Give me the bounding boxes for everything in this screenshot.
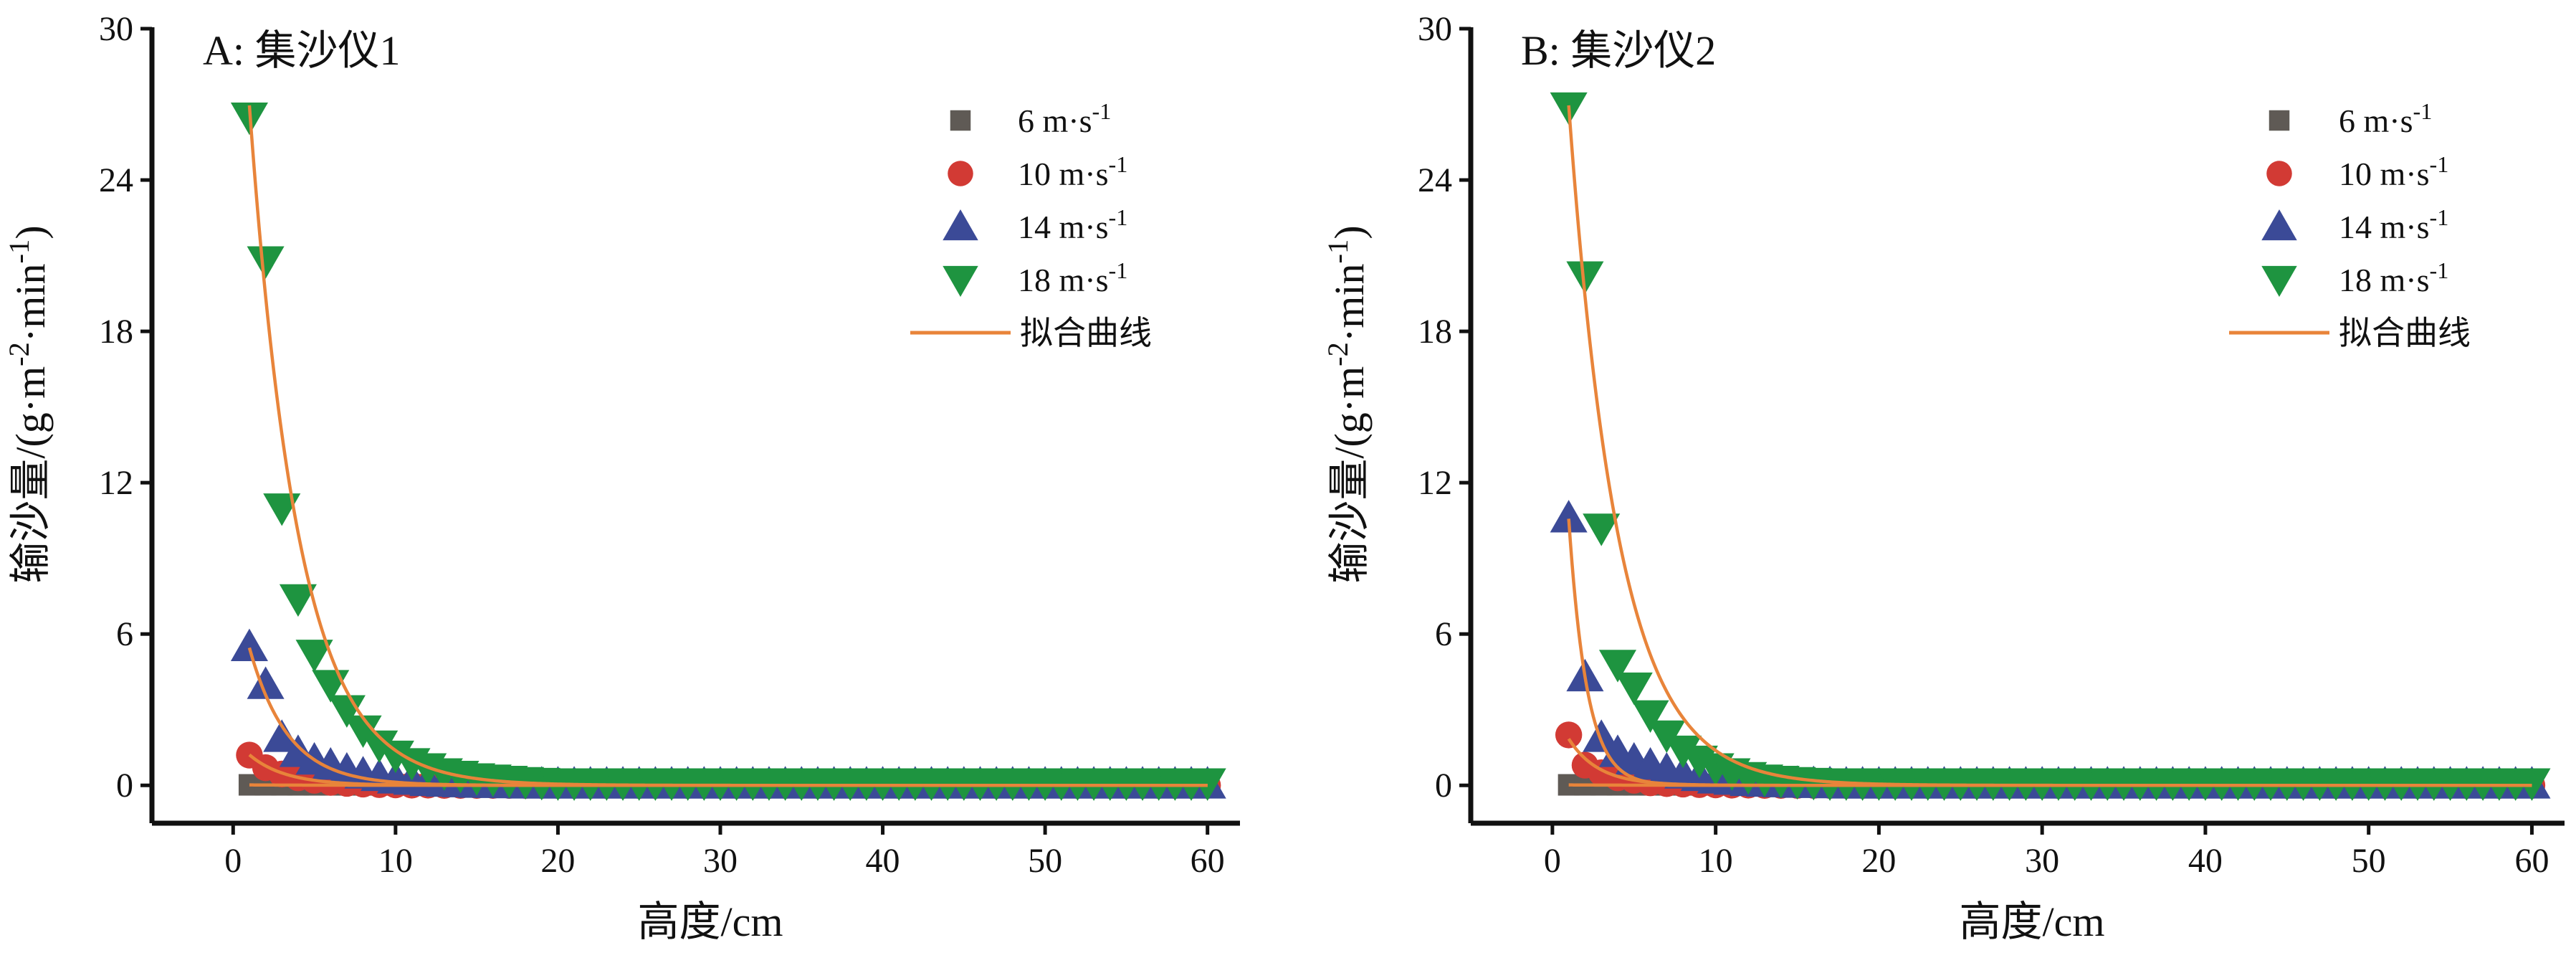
data-point: [247, 246, 285, 279]
y-tick-label: 18: [1418, 313, 1452, 351]
x-tick-label: 0: [224, 842, 242, 880]
x-tick-label: 10: [378, 842, 413, 880]
y-tick-label: 30: [1418, 10, 1452, 48]
data-point: [279, 584, 317, 617]
y-axis-label: 输沙量/(g·m-2·min-1): [3, 225, 54, 583]
legend: 6 m·s-1 10 m·s-1 14 m·s-1 18 m·s-1 拟合曲线: [2229, 98, 2471, 351]
legend-label: 18 m·s-1: [1018, 257, 1127, 298]
data-point: [1555, 721, 1583, 749]
x-tick-label: 40: [2188, 842, 2223, 880]
legend-marker: [2266, 161, 2292, 186]
fit-curve: [247, 105, 1208, 787]
x-axis-label: 高度/cm: [1960, 898, 2105, 945]
legend-label: 10 m·s-1: [1018, 151, 1127, 192]
y-tick-label: 24: [1418, 161, 1452, 199]
y-axis-label: 输沙量/(g·m-2·min-1): [1322, 225, 1373, 583]
data-point: [1598, 650, 1637, 683]
x-tick-label: 30: [703, 842, 738, 880]
data-point: [1566, 261, 1604, 294]
x-tick-label: 40: [866, 842, 900, 880]
data-point: [1615, 672, 1653, 706]
y-tick-label: 0: [1435, 767, 1452, 805]
legend: 6 m·s-1 10 m·s-1 14 m·s-1 18 m·s-1 拟合曲线: [910, 98, 1152, 351]
panel-b: 0 6 12 18 24 30 0 10 20 30 40 50 60 高度/cm 输沙量/(g·m-2·m…: [1322, 10, 2565, 945]
series-triangle-down: [230, 102, 1226, 801]
data-point: [263, 719, 301, 752]
legend-label: 拟合曲线: [1020, 315, 1152, 351]
y-tick-label: 12: [99, 464, 133, 502]
y-tick-label: 30: [99, 10, 133, 48]
legend-label: 14 m·s-1: [1018, 204, 1127, 245]
x-tick-label: 0: [1544, 842, 1561, 880]
data-point: [361, 730, 399, 764]
legend-label: 10 m·s-1: [2339, 151, 2448, 192]
data-point: [328, 695, 366, 728]
y-tick-label: 24: [99, 161, 133, 199]
legend-label: 拟合曲线: [2339, 315, 2471, 351]
data-point: [230, 628, 268, 661]
panel-title: B: 集沙仪2: [1521, 27, 1716, 74]
data-point: [1550, 500, 1588, 533]
y-tick-label: 0: [116, 767, 133, 805]
x-tick-label: 20: [540, 842, 575, 880]
x-tick-label: 60: [2514, 842, 2549, 880]
fit-curve: [1567, 105, 2532, 787]
panel-a: 0 6 12 18 24 30 0 10 20 30 40 50 60 高度/cm 输沙量/(g·m-2·m…: [3, 10, 1240, 945]
panel-title: A: 集沙仪1: [203, 27, 401, 74]
data-point: [247, 666, 285, 699]
series-triangle-down: [1550, 92, 2551, 801]
data-point: [1583, 513, 1621, 546]
y-tick-label: 6: [116, 615, 133, 653]
y-tick-label: 6: [1435, 615, 1452, 653]
legend-marker: [948, 161, 973, 186]
x-tick-label: 60: [1191, 842, 1225, 880]
x-tick-label: 20: [1861, 842, 1896, 880]
y-tick-label: 18: [99, 313, 133, 351]
data-point: [1583, 719, 1621, 752]
legend-marker: [950, 110, 971, 131]
data-point: [1631, 700, 1669, 733]
data-point: [1664, 735, 1702, 769]
legend-marker: [943, 209, 978, 241]
legend-marker: [943, 265, 978, 297]
x-tick-label: 50: [1028, 842, 1062, 880]
fit-curve: [1567, 518, 2532, 787]
data-point: [295, 640, 333, 673]
legend-label: 14 m·s-1: [2339, 204, 2448, 245]
legend-label: 18 m·s-1: [2339, 257, 2448, 298]
x-tick-label: 10: [1699, 842, 1733, 880]
legend-label: 6 m·s-1: [1018, 98, 1111, 139]
x-tick-label: 30: [2025, 842, 2059, 880]
legend-marker: [2261, 265, 2297, 297]
x-axis-label: 高度/cm: [638, 898, 783, 945]
legend-marker: [2269, 110, 2290, 131]
x-tick-label: 50: [2352, 842, 2386, 880]
legend-marker: [2261, 209, 2297, 241]
legend-label: 6 m·s-1: [2339, 98, 2432, 139]
y-tick-label: 12: [1418, 464, 1452, 502]
